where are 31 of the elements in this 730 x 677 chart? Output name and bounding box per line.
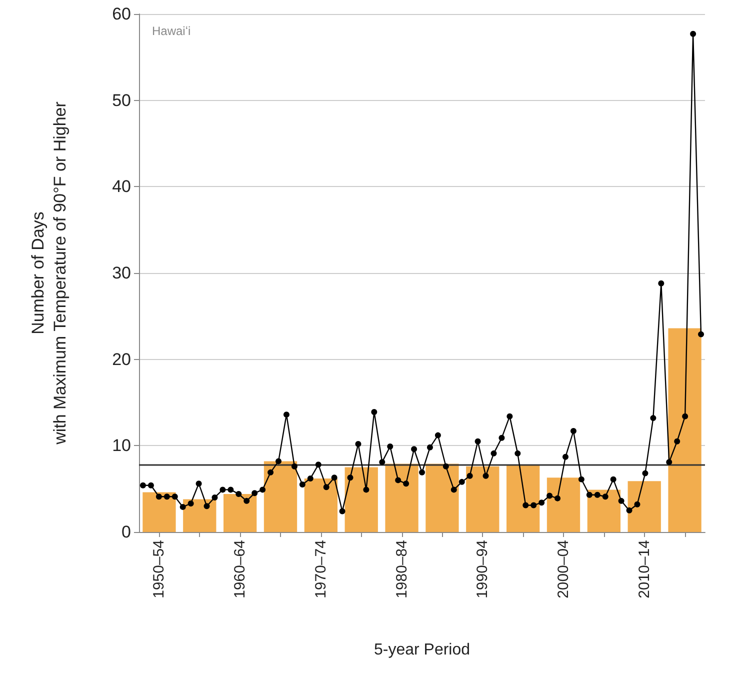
- bar: [506, 464, 540, 532]
- y-tick-label: 60: [112, 4, 131, 24]
- x-tick-label: 2010–14: [636, 540, 653, 598]
- x-tick-label: 1970–74: [312, 540, 330, 598]
- y-tick-label: 20: [112, 350, 131, 369]
- x-tick-label: 1950–54: [150, 540, 168, 598]
- bar: [466, 466, 500, 532]
- bar: [142, 492, 176, 532]
- y-tick-label: 50: [112, 90, 131, 110]
- x-tick-label: 1980–84: [393, 540, 410, 598]
- bar: [426, 464, 459, 532]
- y-tick-label: 30: [112, 264, 131, 282]
- x-tick-label: 2000–04: [555, 540, 572, 598]
- bar: [628, 481, 661, 532]
- bar: [344, 467, 378, 532]
- bar: [668, 328, 702, 532]
- bar: [587, 490, 621, 532]
- y-axis-title: Number of Days with Maximum Temperature of 90°F or Higher: [28, 101, 70, 446]
- text: Hawaiʻi: [152, 24, 191, 38]
- x-tick-label: 1990–94: [474, 540, 492, 598]
- x-axis-title: 5-year Period: [374, 642, 470, 658]
- bar: [223, 494, 257, 532]
- y-tick-label: 40: [112, 177, 131, 196]
- bar: [546, 478, 580, 532]
- y-tick-label: 10: [112, 436, 131, 456]
- bar: [304, 478, 338, 532]
- bar: [183, 499, 216, 532]
- x-tick-label: 1960–64: [232, 540, 249, 598]
- bar: [385, 464, 418, 532]
- bar: [264, 461, 298, 532]
- y-tick-label: 0: [122, 522, 131, 542]
